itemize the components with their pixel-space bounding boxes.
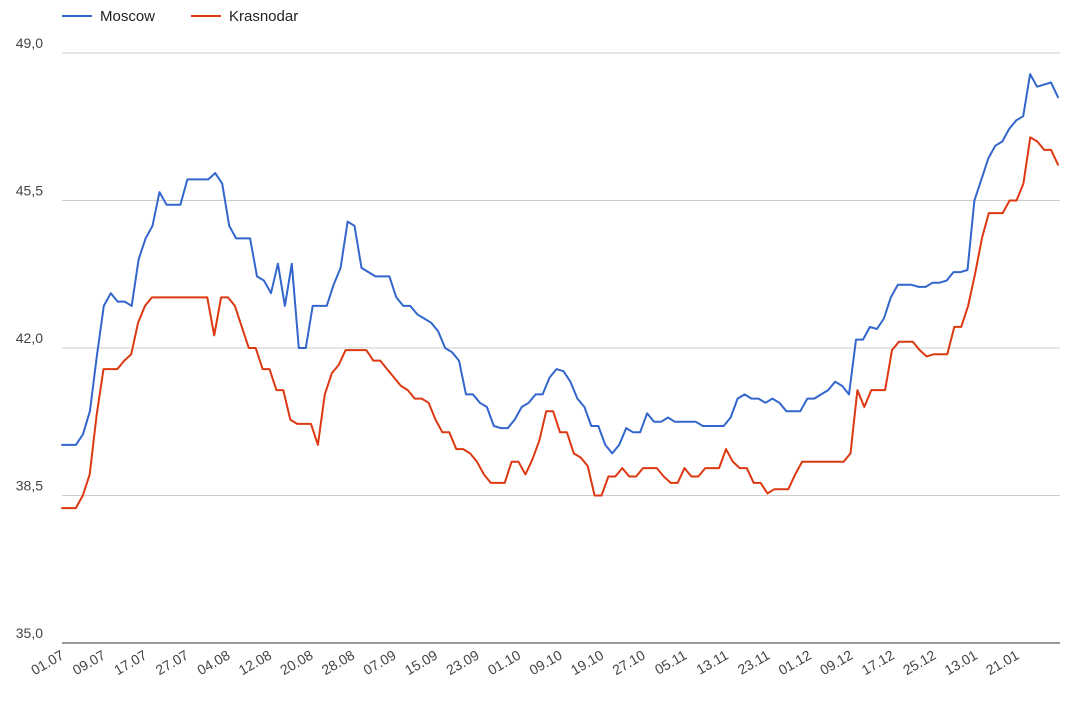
- y-axis-ticks: 35,0 38,5 42,0 45,5 49,0: [16, 35, 43, 641]
- legend-label-krasnodar: Krasnodar: [229, 8, 298, 25]
- x-tick-label: 01.10: [485, 647, 524, 678]
- x-tick-label: 19.10: [568, 647, 607, 678]
- series-line-krasnodar[interactable]: [61, 136, 1059, 510]
- x-tick-label: 07.09: [360, 647, 399, 678]
- x-tick-label: 13.01: [942, 647, 981, 678]
- y-tick-label: 38,5: [16, 478, 43, 494]
- x-tick-label: 15.09: [402, 647, 441, 678]
- x-tick-label: 09.12: [817, 647, 856, 678]
- x-axis-ticks: 01.07 09.07 17.07 27.07 04.08 12.08 20.08 28.08…: [28, 647, 1022, 678]
- x-tick-label: 01.07: [28, 647, 67, 678]
- x-tick-label: 27.10: [609, 647, 648, 678]
- x-tick-label: 23.09: [443, 647, 482, 678]
- y-tick-label: 45,5: [16, 183, 43, 199]
- x-tick-label: 09.07: [70, 647, 109, 678]
- series-line-moscow[interactable]: [61, 73, 1059, 455]
- x-tick-label: 17.07: [111, 647, 150, 678]
- x-tick-label: 12.08: [236, 647, 275, 678]
- x-tick-label: 04.08: [194, 647, 233, 678]
- legend-label-moscow: Moscow: [100, 8, 155, 25]
- series-lines: [61, 73, 1059, 510]
- x-tick-label: 25.12: [900, 647, 939, 678]
- x-tick-label: 05.11: [652, 647, 690, 678]
- y-tick-label: 42,0: [16, 330, 43, 346]
- x-tick-label: 23.11: [735, 647, 773, 678]
- x-tick-label: 21.01: [983, 647, 1022, 678]
- x-tick-label: 09.10: [526, 647, 565, 678]
- y-tick-label: 49,0: [16, 35, 43, 51]
- y-tick-label: 35,0: [16, 625, 43, 641]
- legend-item-moscow[interactable]: Moscow: [62, 8, 155, 25]
- legend-item-krasnodar[interactable]: Krasnodar: [191, 8, 298, 25]
- legend: Moscow Krasnodar: [62, 8, 298, 25]
- x-tick-label: 27.07: [153, 647, 192, 678]
- x-tick-label: 17.12: [859, 647, 898, 678]
- x-tick-label: 28.08: [319, 647, 358, 678]
- x-tick-label: 13.11: [693, 647, 731, 678]
- grid-lines: [62, 52, 1060, 644]
- x-tick-label: 01.12: [776, 647, 815, 678]
- x-tick-label: 20.08: [277, 647, 316, 678]
